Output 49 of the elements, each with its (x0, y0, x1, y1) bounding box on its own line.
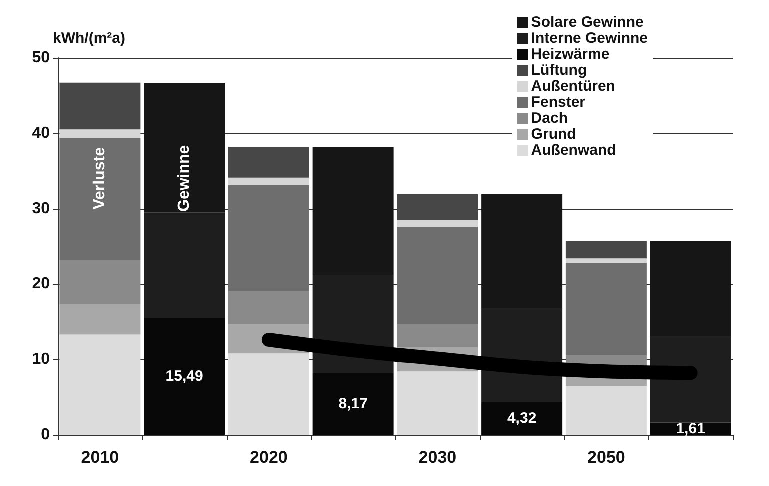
bar (60, 138, 141, 260)
y-tick-label: 50 (32, 50, 50, 66)
bar (397, 194, 478, 220)
x-tick-label: 2030 (418, 448, 457, 467)
bar (228, 354, 310, 435)
bar (228, 185, 310, 291)
bar (60, 304, 141, 335)
x-tick-label: 2010 (81, 448, 120, 467)
bar (312, 373, 394, 435)
y-axis-title: kWh/(m²a) (53, 30, 126, 47)
x-tick-label: 2020 (250, 448, 288, 467)
legend-label: Dach (531, 110, 568, 127)
bar (60, 130, 141, 138)
data-label: 4,32 (507, 410, 537, 428)
legend-label: Grund (531, 126, 576, 143)
bar (228, 146, 310, 178)
bar (397, 226, 478, 324)
bar (144, 318, 226, 435)
bar (397, 220, 478, 227)
legend-label: Fenster (531, 94, 586, 111)
annotation: Verluste (92, 147, 109, 210)
data-label: 15,49 (166, 368, 204, 386)
annotation: Gewinne (176, 145, 194, 212)
bar (397, 372, 478, 435)
data-label: 8,17 (338, 396, 368, 413)
bar (482, 402, 563, 435)
y-tick-label: 30 (32, 200, 50, 218)
bar (397, 324, 478, 348)
legend-label: Außentüren (531, 78, 616, 95)
data-label: 1,61 (676, 420, 706, 438)
bar (228, 178, 310, 186)
legend-label: Außenwand (531, 142, 616, 159)
bar (228, 290, 310, 324)
y-tick-label: 20 (32, 276, 50, 293)
legend-label: Interne Gewinne (531, 30, 648, 47)
bar (566, 258, 647, 264)
y-tick-label: 40 (32, 124, 50, 142)
bar (566, 263, 647, 356)
bar (60, 82, 141, 130)
bar (566, 386, 647, 435)
bar (60, 260, 141, 305)
bar (566, 241, 647, 259)
y-tick-label: 0 (41, 426, 50, 444)
x-tick-label: 2050 (588, 448, 626, 467)
bar (60, 334, 141, 435)
legend-label: Solare Gewinne (531, 14, 644, 31)
legend-label: Lüftung (531, 62, 588, 79)
y-tick-label: 10 (32, 351, 50, 368)
legend-label: Heizwärme (531, 46, 610, 63)
